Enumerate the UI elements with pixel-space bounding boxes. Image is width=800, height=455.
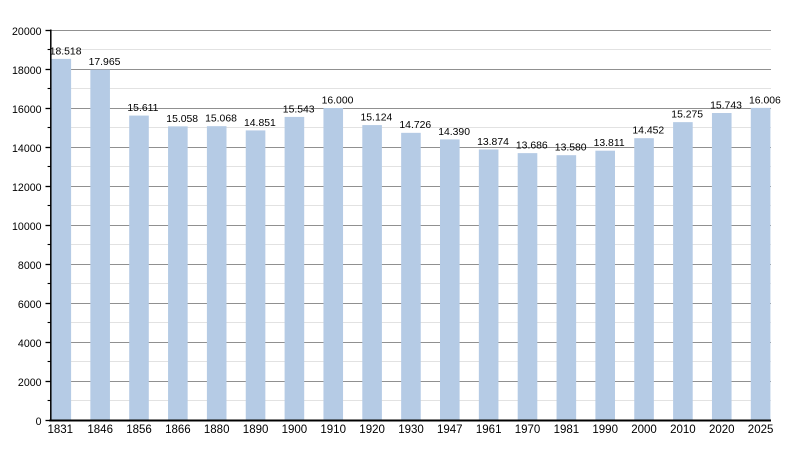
svg-text:14.390: 14.390 — [438, 127, 470, 138]
svg-text:2020: 2020 — [709, 424, 735, 436]
svg-text:16.006: 16.006 — [749, 95, 781, 106]
svg-text:1880: 1880 — [204, 424, 230, 436]
svg-text:10000: 10000 — [12, 221, 42, 233]
svg-text:15.611: 15.611 — [127, 103, 158, 114]
svg-text:2025: 2025 — [748, 424, 774, 436]
svg-text:1930: 1930 — [398, 424, 424, 436]
svg-text:14000: 14000 — [12, 143, 42, 155]
svg-text:15.543: 15.543 — [283, 104, 315, 115]
svg-text:14.851: 14.851 — [244, 118, 276, 129]
svg-text:6000: 6000 — [18, 299, 42, 311]
svg-text:1961: 1961 — [476, 424, 502, 436]
svg-text:0: 0 — [36, 416, 42, 428]
svg-text:18.518: 18.518 — [50, 46, 82, 57]
svg-text:1890: 1890 — [243, 424, 269, 436]
svg-text:15.068: 15.068 — [205, 114, 237, 125]
svg-text:2000: 2000 — [631, 424, 657, 436]
svg-text:15.058: 15.058 — [166, 114, 198, 125]
svg-text:16000: 16000 — [12, 104, 42, 116]
svg-text:14.726: 14.726 — [399, 120, 431, 131]
svg-text:15.743: 15.743 — [710, 100, 742, 111]
svg-text:1920: 1920 — [359, 424, 385, 436]
svg-text:1900: 1900 — [282, 424, 308, 436]
svg-text:13.811: 13.811 — [594, 138, 625, 149]
svg-text:1990: 1990 — [592, 424, 618, 436]
svg-text:1866: 1866 — [165, 424, 191, 436]
svg-text:1981: 1981 — [554, 424, 580, 436]
svg-text:20000: 20000 — [12, 26, 42, 38]
svg-text:15.275: 15.275 — [671, 110, 703, 121]
svg-text:2010: 2010 — [670, 424, 696, 436]
svg-text:2000: 2000 — [18, 377, 42, 389]
svg-text:12000: 12000 — [12, 182, 42, 194]
svg-text:1910: 1910 — [320, 424, 346, 436]
svg-text:4000: 4000 — [18, 338, 42, 350]
svg-text:1970: 1970 — [515, 424, 541, 436]
svg-text:13.874: 13.874 — [477, 137, 509, 148]
svg-text:1947: 1947 — [437, 424, 463, 436]
svg-text:14.452: 14.452 — [632, 126, 664, 137]
svg-text:8000: 8000 — [18, 260, 42, 272]
svg-text:13.686: 13.686 — [516, 141, 548, 152]
svg-text:16.000: 16.000 — [322, 95, 354, 106]
svg-text:18000: 18000 — [12, 65, 42, 77]
svg-text:1856: 1856 — [126, 424, 152, 436]
svg-text:13.580: 13.580 — [555, 143, 587, 154]
svg-text:15.124: 15.124 — [361, 113, 393, 124]
svg-text:1831: 1831 — [48, 424, 74, 436]
svg-text:17.965: 17.965 — [89, 57, 121, 68]
svg-text:1846: 1846 — [87, 424, 113, 436]
